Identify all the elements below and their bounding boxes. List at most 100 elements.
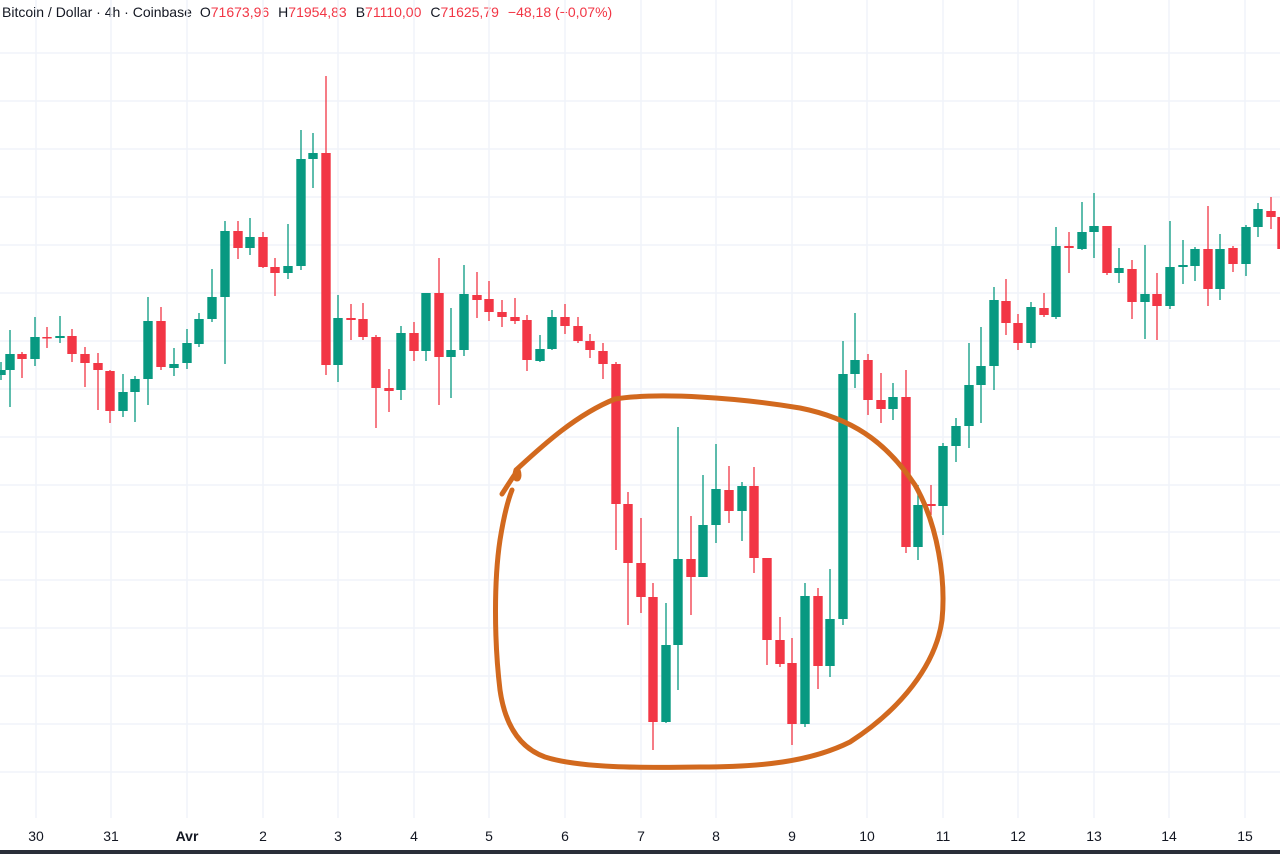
candle-body: [258, 237, 268, 267]
candle-bullish: [800, 583, 810, 727]
candle-body: [1228, 248, 1238, 264]
candle-body: [371, 337, 381, 388]
candle-bullish: [333, 295, 343, 382]
candle-bullish: [1026, 302, 1036, 348]
candle-body: [1277, 217, 1280, 249]
candle-body: [296, 159, 306, 266]
candle-body: [233, 231, 243, 248]
candle-bullish: [661, 603, 671, 723]
candle-bullish: [547, 310, 557, 350]
candle-bullish: [118, 374, 128, 417]
candle-bearish: [1102, 226, 1112, 275]
candle-body: [434, 293, 444, 357]
candle-body: [67, 336, 77, 354]
candle-bullish: [459, 265, 469, 356]
candle-body: [245, 237, 255, 248]
candle-body: [813, 596, 823, 666]
candle-bullish: [296, 130, 306, 270]
candle-bullish: [1178, 240, 1188, 284]
candle-body: [1266, 211, 1276, 217]
candle-body: [938, 446, 948, 506]
x-axis-label: 11: [935, 828, 951, 844]
candle-body: [522, 320, 532, 360]
candle-body: [143, 321, 153, 379]
candle-bullish: [711, 444, 721, 543]
candle-bearish: [434, 258, 444, 405]
candle-bullish: [1165, 221, 1175, 309]
candle-bullish: [913, 485, 923, 560]
candle-bearish: [926, 485, 936, 515]
candle-bearish: [611, 362, 621, 550]
candle-bearish: [1127, 260, 1137, 319]
candle-bearish: [1203, 206, 1213, 306]
candle-bearish: [1266, 197, 1276, 229]
candle-bullish: [143, 297, 153, 405]
candle-body: [737, 486, 747, 511]
candle-bearish: [775, 617, 785, 667]
candle-body: [384, 388, 394, 391]
candle-bearish: [648, 583, 658, 750]
candle-body: [560, 317, 570, 326]
candle-body: [421, 293, 431, 351]
candle-body: [346, 318, 356, 320]
candle-bearish: [497, 300, 507, 327]
x-axis-label: 9: [788, 828, 796, 844]
candle-body: [510, 317, 520, 321]
candle-body: [698, 525, 708, 577]
candle-bearish: [1039, 293, 1049, 317]
candle-bullish: [951, 418, 961, 462]
x-axis-label: 5: [485, 828, 493, 844]
x-axis-label: 13: [1086, 828, 1102, 844]
candle-bullish: [1241, 225, 1251, 276]
x-axis-label: 8: [712, 828, 720, 844]
candle-bearish: [787, 638, 797, 745]
candle-body: [409, 333, 419, 351]
candle-body: [0, 370, 6, 375]
candle-body: [1215, 249, 1225, 289]
candle-bullish: [1253, 203, 1263, 237]
candle-body: [762, 558, 772, 640]
candle-bearish: [560, 304, 570, 334]
time-axis[interactable]: 30 31 Avr 2 3 4 5 6 7 8 9 10 11 12 13 14 15: [0, 818, 1280, 850]
candle-bullish: [1089, 193, 1099, 258]
symbol-title[interactable]: Bitcoin / Dollar · 4h · Coinbase: [2, 4, 192, 20]
open-value: 71673,96: [210, 4, 270, 20]
candle-body: [964, 385, 974, 426]
candle-body: [1114, 268, 1124, 273]
candle-bearish: [409, 322, 419, 361]
candle-bearish: [371, 335, 381, 428]
candle-bullish: [207, 269, 217, 322]
candle-bullish: [182, 329, 192, 369]
candle-body: [724, 490, 734, 511]
close-label: C: [430, 4, 441, 20]
candle-bearish: [42, 327, 52, 348]
candle-body: [1203, 249, 1213, 289]
candle-body: [775, 640, 785, 664]
candle-body: [787, 663, 797, 724]
grid-lines: [0, 0, 1280, 818]
candle-body: [105, 371, 115, 411]
candle-bullish: [976, 327, 986, 423]
candle-bearish: [484, 281, 494, 321]
candle-body: [926, 504, 936, 506]
candle-bearish: [863, 354, 873, 415]
candle-bearish: [876, 373, 886, 423]
candle-bearish: [358, 303, 368, 340]
candle-body: [1013, 323, 1023, 343]
x-axis-label: 10: [859, 828, 875, 844]
candle-body: [194, 319, 204, 344]
freehand-circle-annotation: [493, 393, 946, 770]
candle-bearish: [472, 272, 482, 318]
candle-body: [547, 317, 557, 349]
candle-bullish: [1051, 227, 1061, 319]
candle-body: [838, 374, 848, 619]
candle-bearish: [233, 221, 243, 259]
close-value: 71625,79: [440, 4, 499, 20]
candle-bearish: [724, 466, 734, 523]
candle-body: [1127, 269, 1137, 302]
candle-bearish: [522, 315, 532, 371]
candle-body: [611, 364, 621, 504]
candle-bearish: [1277, 217, 1280, 249]
candle-bearish: [636, 518, 646, 613]
